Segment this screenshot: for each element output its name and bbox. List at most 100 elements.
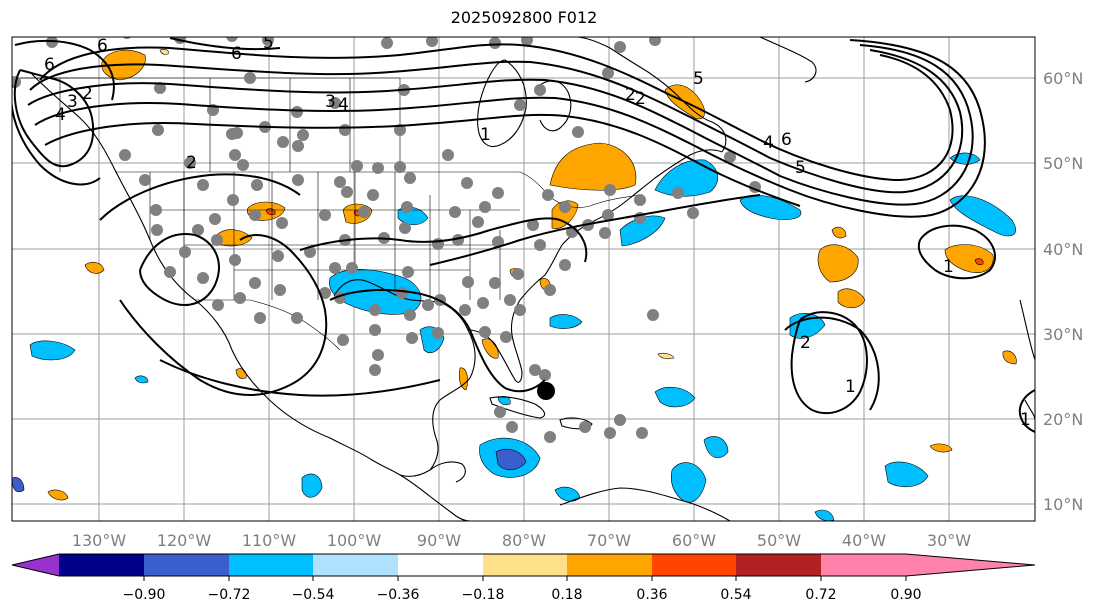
patch-blue-pacific-1 xyxy=(29,340,76,361)
patch-orange-arizona xyxy=(217,229,253,247)
patch-orange-pacific xyxy=(84,261,105,274)
coast-hispaniola xyxy=(559,417,593,430)
coast-central-america xyxy=(399,474,471,521)
colorbar-segment xyxy=(736,554,821,576)
colorbar-segment xyxy=(229,554,313,576)
patch-blue-atlantic-5 xyxy=(549,314,583,329)
contour-midlat-central xyxy=(299,217,588,263)
contour-high-lat-3 xyxy=(27,44,974,206)
patch-red-azores xyxy=(974,258,984,266)
lon-label: 120°W xyxy=(157,531,212,550)
patch-orange-tropics-2 xyxy=(929,443,953,453)
contour-label: 2 xyxy=(186,153,197,173)
hurricane-position-marker xyxy=(537,382,555,400)
colorbar-segment xyxy=(398,554,483,576)
colorbar-segment xyxy=(144,554,229,576)
contour-label: 1 xyxy=(1020,410,1031,430)
patch-blue-pacific-2 xyxy=(301,473,323,498)
contour-lines xyxy=(12,37,1035,433)
contour-label: 4 xyxy=(763,133,774,153)
lon-label: 30°W xyxy=(927,531,971,550)
colorbar-tick-label: 0.18 xyxy=(551,587,582,603)
colorbar-outline xyxy=(11,553,1036,577)
contour-pacific xyxy=(13,69,95,168)
colorbar-tick-label: −0.18 xyxy=(462,587,505,603)
contour-atl-low-2 xyxy=(790,311,868,415)
patch-blue-atlantic-1 xyxy=(739,195,802,220)
patch-orange-gulf xyxy=(458,367,468,391)
contour-atl-low-1 xyxy=(917,224,996,280)
contour-label: 2 xyxy=(635,89,646,109)
contour-label: 3 xyxy=(67,92,78,112)
contour-high-lat-2 xyxy=(29,49,964,194)
contour-pacific-2 xyxy=(12,85,101,186)
contour-label: 6 xyxy=(231,44,242,64)
border-us-mexico xyxy=(195,299,341,351)
contour-sw-us xyxy=(119,234,328,396)
colorbar-tick-label: 0.72 xyxy=(805,587,836,603)
coast-hudson-bay xyxy=(477,59,527,147)
lon-label: 60°W xyxy=(672,531,716,550)
colorbar-tick-label: 0.90 xyxy=(890,587,921,603)
lat-label: 60°N xyxy=(1043,69,1083,88)
patch-lightorange-1 xyxy=(657,352,675,360)
colorbar-tick-label: −0.36 xyxy=(377,587,420,603)
contour-labels: 6 6 5 2 3 4 3 2 1 2 2 4 6 5 5 4 6 1 2 1 … xyxy=(44,33,1031,430)
lon-label: 90°W xyxy=(417,531,461,550)
colorbar-segment xyxy=(821,554,906,576)
lat-label: 50°N xyxy=(1043,154,1083,173)
coast-gulf xyxy=(333,279,476,477)
contour-label: 2 xyxy=(800,333,811,353)
contour-label: 5 xyxy=(263,33,274,53)
patch-blue-westindies-2 xyxy=(814,509,835,521)
contour-label: 6 xyxy=(44,55,55,75)
patch-blue-atl-tropics-1 xyxy=(884,461,929,488)
contour-label: 4 xyxy=(55,105,66,125)
contour-high-lat-5 xyxy=(44,113,801,207)
lat-label: 10°N xyxy=(1043,495,1083,514)
patch-darkblue-pacific xyxy=(12,477,25,493)
contour-high-lat-1 xyxy=(39,43,954,182)
patch-blue-pacific-3 xyxy=(134,375,149,384)
lon-label: 110°W xyxy=(242,531,297,550)
patch-orange-azores xyxy=(944,244,994,273)
colorbar-segment xyxy=(483,554,567,576)
colorbar: −0.90 −0.72 −0.54 −0.36 −0.18 0.18 0.36 … xyxy=(11,553,1036,603)
contour-high-lat-6 xyxy=(169,37,281,51)
contour-label: 6 xyxy=(781,130,792,150)
lon-label: 130°W xyxy=(72,531,127,550)
patch-blue-atl-tropics-2 xyxy=(654,386,696,408)
contour-label: 2 xyxy=(625,85,636,105)
contour-high-lat-4 xyxy=(34,39,986,218)
colorbar-tick-label: −0.54 xyxy=(292,587,335,603)
contour-label: 3 xyxy=(325,92,336,112)
contour-east-atl xyxy=(1018,389,1035,433)
lat-label: 30°N xyxy=(1043,325,1083,344)
coast-africa xyxy=(1019,299,1035,361)
coast-south-america xyxy=(559,487,731,521)
contour-midlat-west xyxy=(99,173,301,221)
patch-orange-tropics-1 xyxy=(47,489,69,501)
colorbar-segment xyxy=(313,554,398,576)
contour-label: 6 xyxy=(97,36,108,56)
colorbar-segment xyxy=(567,554,652,576)
coast-yucatan xyxy=(429,461,466,483)
colorbar-segment xyxy=(59,554,144,576)
colorbar-extend-left xyxy=(12,554,59,576)
contour-atl-low-3 xyxy=(784,316,880,411)
lat-label: 40°N xyxy=(1043,240,1083,259)
patch-orange-tropics-3 xyxy=(831,226,847,239)
contour-label: 1 xyxy=(943,257,954,277)
coast-na-west xyxy=(29,71,401,476)
colorbar-segment xyxy=(652,554,736,576)
contour-label: 5 xyxy=(795,158,806,178)
contour-gulf-loop xyxy=(329,289,546,393)
lon-label: 40°W xyxy=(842,531,886,550)
lat-label: 20°N xyxy=(1043,410,1083,429)
contour-label: 1 xyxy=(845,377,856,397)
colorbar-extend-tip xyxy=(906,554,1035,576)
patch-lightorange-2 xyxy=(159,48,169,55)
map-border xyxy=(11,36,1036,522)
latitude-labels: 60°N 50°N 40°N 30°N 20°N 10°N xyxy=(1043,69,1083,514)
